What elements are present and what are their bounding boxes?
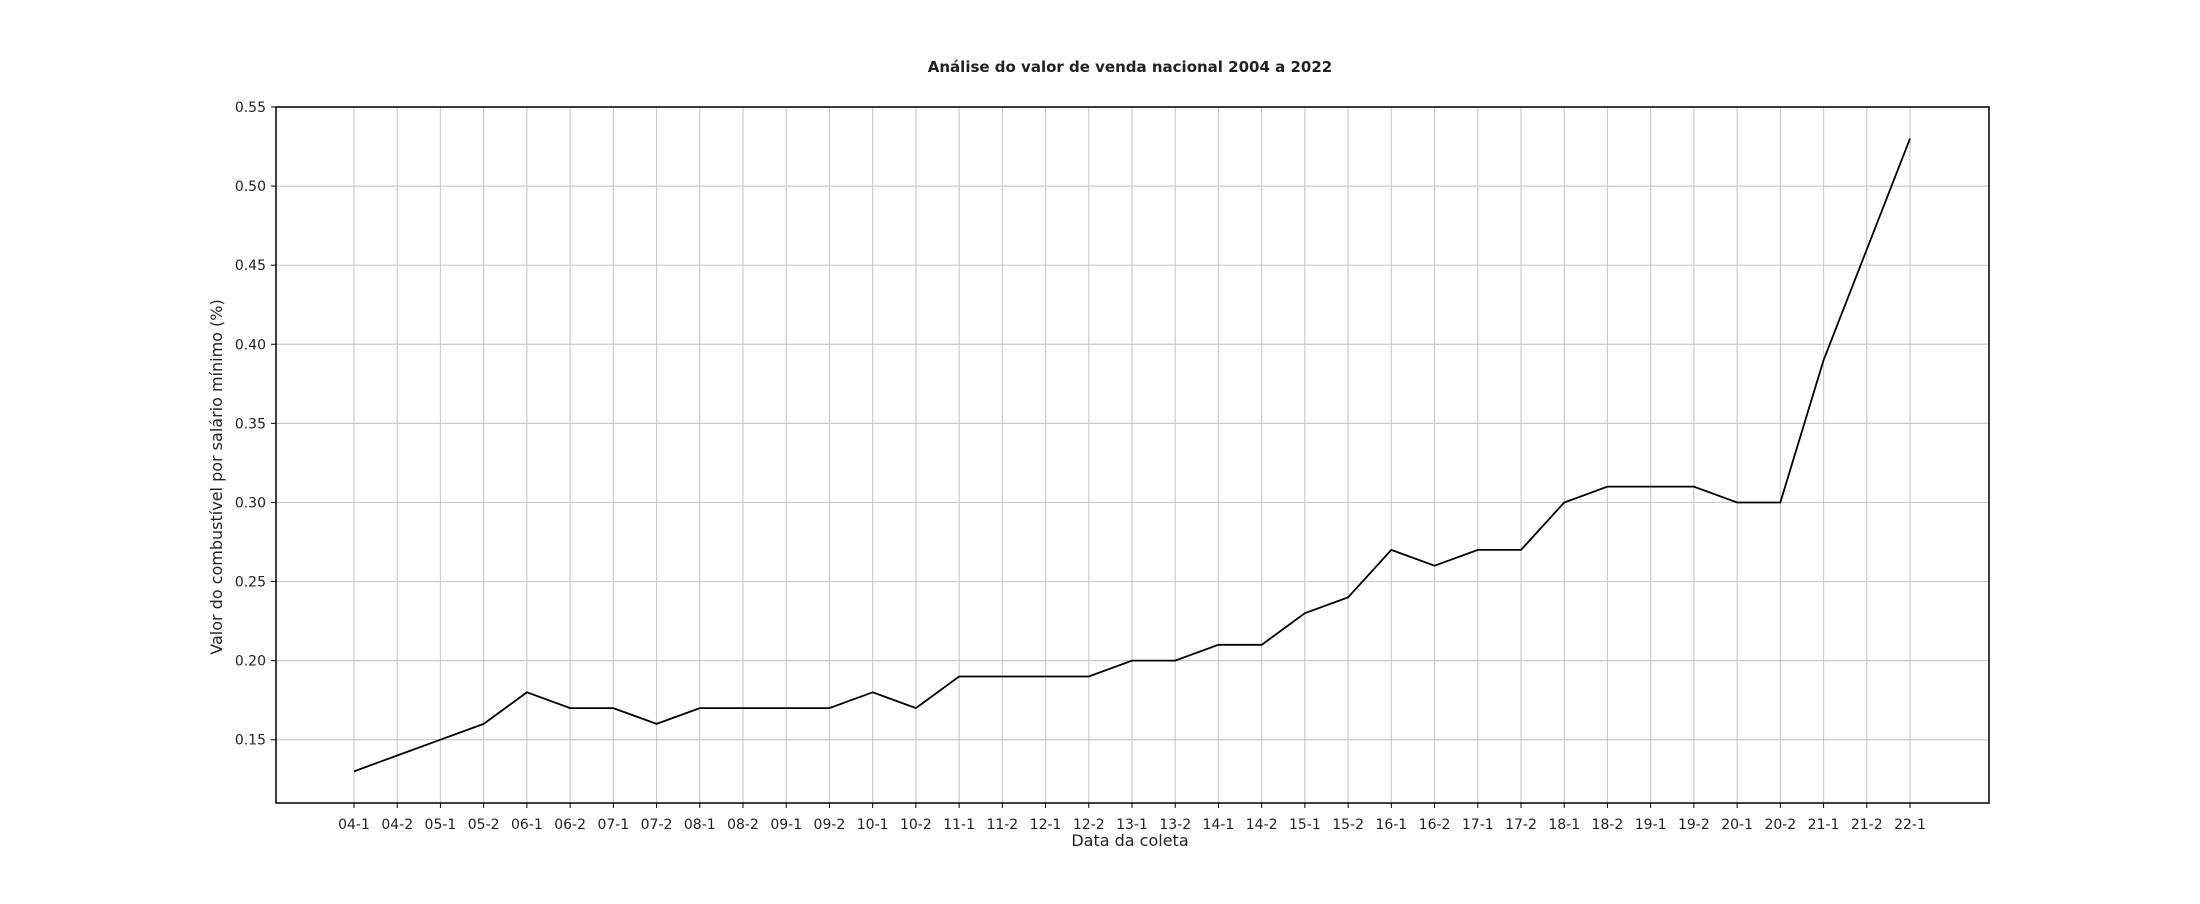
x-tick-label: 14-1	[1203, 817, 1235, 833]
x-tick-label: 11-2	[986, 817, 1018, 833]
x-tick-label: 08-2	[727, 817, 759, 833]
x-tick-label: 04-1	[338, 817, 370, 833]
grid-lines	[276, 106, 1989, 803]
y-tick-label: 0.40	[235, 337, 266, 353]
x-tick-label: 11-1	[943, 817, 975, 833]
y-tick-label: 0.25	[235, 575, 266, 591]
x-tick-label: 19-1	[1635, 817, 1667, 833]
series-line	[353, 138, 1911, 773]
x-tick-label: 14-2	[1246, 817, 1278, 833]
x-tick-label: 15-2	[1332, 817, 1364, 833]
x-tick-label: 17-1	[1462, 817, 1494, 833]
y-axis-label: Valor do combustível por salário mínimo …	[207, 299, 226, 654]
y-tick-label: 0.20	[235, 654, 266, 670]
y-tick-label: 0.50	[235, 179, 266, 195]
x-tick-label: 05-2	[468, 817, 500, 833]
x-tick-label: 13-1	[1116, 817, 1148, 833]
x-tick-label: 18-2	[1592, 817, 1624, 833]
chart-title: Análise do valor de venda nacional 2004 …	[928, 58, 1332, 76]
x-tick-label: 19-2	[1678, 817, 1710, 833]
x-tick-label: 16-1	[1375, 817, 1407, 833]
x-tick-label: 06-2	[554, 817, 586, 833]
x-tick-label: 21-1	[1808, 817, 1840, 833]
y-tick-label: 0.35	[235, 416, 266, 432]
x-tick-label: 12-1	[1030, 817, 1062, 833]
x-tick-label: 09-2	[814, 817, 846, 833]
y-tick-label: 0.30	[235, 495, 266, 511]
x-tick-label: 20-1	[1721, 817, 1753, 833]
x-tick-label: 07-1	[597, 817, 629, 833]
x-tick-label: 22-1	[1894, 817, 1926, 833]
y-tick-label: 0.55	[235, 100, 266, 116]
x-tick-label: 10-1	[857, 817, 889, 833]
y-axis-ticks: 0.15 0.20 0.25 0.30 0.35 0.40 0.45 0.50 0.55	[235, 100, 276, 749]
x-tick-label: 06-1	[511, 817, 543, 833]
x-tick-label: 20-2	[1764, 817, 1796, 833]
x-axis-label: Data da coleta	[1071, 831, 1188, 850]
x-tick-label: 10-2	[900, 817, 932, 833]
x-tick-label: 16-2	[1419, 817, 1451, 833]
x-tick-label: 05-1	[425, 817, 457, 833]
y-tick-label: 0.15	[235, 733, 266, 749]
x-tick-label: 12-2	[1073, 817, 1105, 833]
y-tick-label: 0.45	[235, 258, 266, 274]
x-tick-label: 18-1	[1548, 817, 1580, 833]
x-tick-label: 17-2	[1505, 817, 1537, 833]
x-tick-label: 13-2	[1159, 817, 1191, 833]
x-tick-label: 15-1	[1289, 817, 1321, 833]
x-axis-ticks: 04-1 04-2 05-1 05-2 06-1 06-2 07-1 07-2 08-1 08-2…	[338, 803, 1926, 833]
x-tick-label: 07-2	[641, 817, 673, 833]
x-tick-label: 21-2	[1851, 817, 1883, 833]
x-tick-label: 08-1	[684, 817, 716, 833]
x-tick-label: 09-1	[770, 817, 802, 833]
x-tick-label: 04-2	[381, 817, 413, 833]
